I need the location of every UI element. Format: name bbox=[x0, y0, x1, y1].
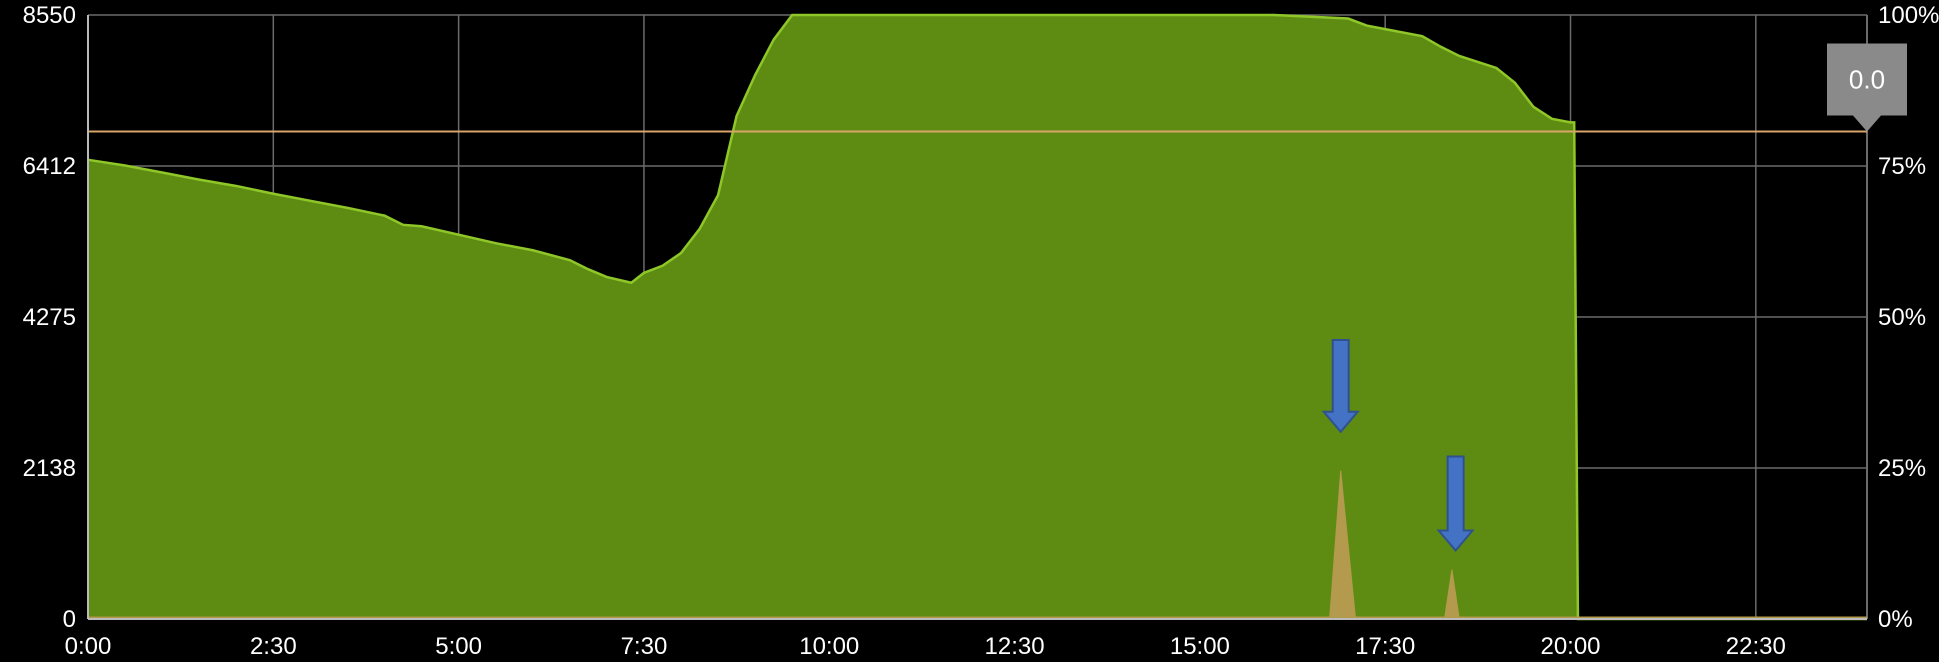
x-tick-label: 20:00 bbox=[1540, 633, 1600, 660]
tooltip-value: 0.0 bbox=[1849, 65, 1885, 95]
tooltip-layer[interactable]: 0.0 bbox=[1827, 43, 1907, 132]
x-tick-label: 22:30 bbox=[1726, 633, 1786, 660]
x-tick-label: 12:30 bbox=[985, 633, 1045, 660]
y2-tick-label: 0% bbox=[1878, 606, 1913, 633]
axes-layer bbox=[87, 15, 1867, 620]
x-tick-labels: 0:00 2:30 5:00 7:30 10:00 12:30 15:00 17:30 20:0… bbox=[65, 633, 1786, 660]
y-tick-label: 4275 bbox=[23, 304, 76, 331]
annotation-arrow bbox=[1321, 338, 1360, 434]
y2-tick-label: 50% bbox=[1878, 304, 1926, 331]
y-tick-label: 8550 bbox=[23, 2, 76, 29]
y2-tick-label: 25% bbox=[1878, 455, 1926, 482]
y2-tick-labels: 0% 25% 50% 75% 100% bbox=[1878, 2, 1939, 633]
area-layer bbox=[87, 13, 1867, 621]
x-tick-label: 2:30 bbox=[250, 633, 297, 660]
x-tick-label: 10:00 bbox=[799, 633, 859, 660]
annotation-arrow bbox=[1436, 455, 1475, 553]
x-tick-label: 15:00 bbox=[1170, 633, 1230, 660]
y-tick-labels: 0 2138 4275 6412 8550 bbox=[23, 2, 76, 633]
y-tick-label: 6412 bbox=[23, 153, 76, 180]
tooltip-box bbox=[1827, 43, 1907, 132]
y-tick-label: 0 bbox=[63, 606, 76, 633]
x-tick-label: 7:30 bbox=[621, 633, 668, 660]
x-tick-label: 17:30 bbox=[1355, 633, 1415, 660]
y2-tick-label: 100% bbox=[1878, 2, 1939, 29]
x-tick-label: 0:00 bbox=[65, 633, 112, 660]
area-series-line bbox=[87, 13, 1867, 621]
arrow-layer bbox=[1321, 338, 1475, 553]
x-tick-label: 5:00 bbox=[435, 633, 482, 660]
y2-tick-label: 75% bbox=[1878, 153, 1926, 180]
area-series-fill bbox=[88, 15, 1867, 619]
y-tick-label: 2138 bbox=[23, 455, 76, 482]
